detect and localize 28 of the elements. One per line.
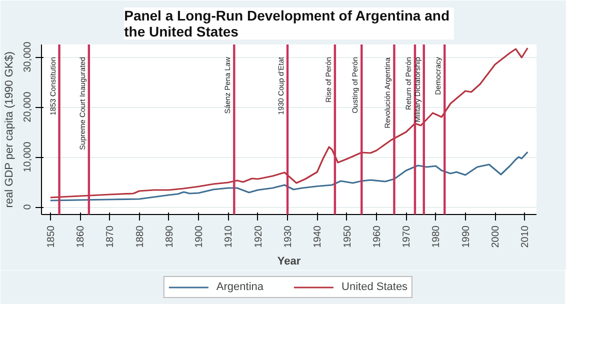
x-tick-label: 1890: [164, 225, 176, 248]
x-tick-label: 2010: [520, 225, 532, 248]
x-tick-label: 2000: [490, 225, 502, 248]
x-tick-label: 1910: [224, 225, 235, 248]
x-tick-label: 1880: [134, 225, 146, 248]
x-tick-label: 1940: [312, 225, 324, 248]
y-tick-label: 10,000: [22, 141, 34, 172]
x-tick-label: 1860: [76, 225, 87, 248]
x-tick-label: 1920: [253, 225, 264, 248]
x-tick-label: 1980: [431, 225, 442, 248]
x-tick-label: 1960: [372, 225, 383, 248]
line-series: [50, 47, 528, 198]
x-tick-label: 1850: [46, 225, 57, 248]
line-series: [50, 151, 528, 202]
chart-title: Panel a Long-Run Development of Argentina and the United States: [124, 8, 450, 40]
legend-label: Argentina: [216, 281, 264, 293]
x-tick-label: 1930: [283, 225, 294, 248]
legend-label: United States: [342, 281, 408, 293]
x-axis-title: Year: [277, 256, 302, 268]
y-axis-title: real GDP per capita (1990 GK$): [4, 51, 16, 208]
y-tick-label: 0: [22, 204, 34, 210]
y-tick-label: 30,000: [22, 41, 34, 72]
x-tick-label: 1950: [342, 225, 354, 248]
x-tick-label: 1900: [194, 225, 206, 248]
x-tick-label: 1970: [402, 225, 413, 248]
x-tick-label: 1870: [105, 225, 116, 248]
y-tick-label: 20,000: [22, 91, 34, 122]
x-tick-label: 1990: [460, 225, 472, 248]
